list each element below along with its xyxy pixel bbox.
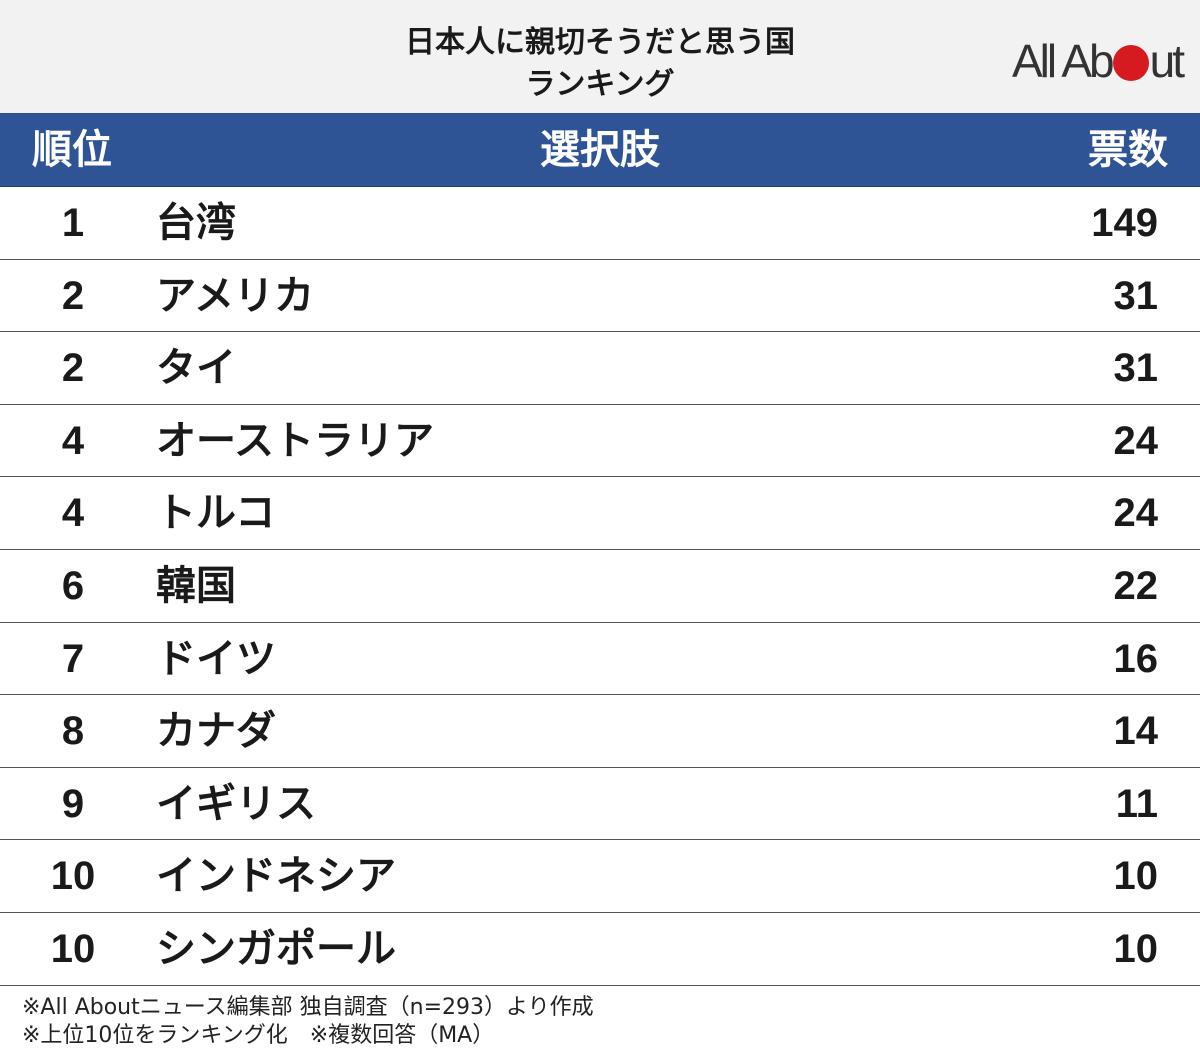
table-row: 2 タイ 31: [0, 332, 1200, 405]
footnote-method: ※上位10位をランキング化 ※複数回答（MA）: [22, 1023, 495, 1048]
table-row: 8 カナダ 14: [0, 695, 1200, 768]
votes-cell: 31: [1113, 273, 1159, 318]
votes-cell: 24: [1113, 491, 1159, 536]
table-row: 6 韓国 22: [0, 550, 1200, 623]
rank-cell: 10: [50, 854, 96, 899]
table-header: 選択肢 順位 票数: [0, 113, 1200, 187]
country-cell: 台湾: [156, 200, 236, 246]
country-cell: インドネシア: [156, 853, 396, 900]
table-row: 4 オーストラリア 24: [0, 405, 1200, 478]
country-cell: アメリカ: [156, 272, 314, 319]
rank-cell: 2: [61, 273, 85, 318]
rank-cell: 2: [61, 346, 85, 391]
rank-cell: 4: [61, 418, 85, 463]
country-cell: オーストラリア: [156, 417, 434, 464]
column-header-votes: 票数: [1088, 127, 1168, 173]
title-line-2: ランキング: [525, 67, 675, 102]
votes-cell: 10: [1113, 926, 1159, 971]
votes-cell: 149: [1091, 201, 1158, 245]
votes-cell: 14: [1113, 709, 1159, 754]
table-row: 1 台湾 149: [0, 187, 1200, 260]
rank-cell: 7: [61, 636, 85, 681]
table-row: 7 ドイツ 16: [0, 623, 1200, 696]
votes-cell: 11: [1115, 781, 1158, 826]
logo-red-dot: [1112, 45, 1149, 81]
rank-cell: 1: [61, 201, 85, 245]
country-cell: シンガポール: [156, 925, 396, 972]
column-header-choice: 選択肢: [540, 127, 660, 173]
rank-cell: 4: [61, 491, 85, 536]
table-row: 2 アメリカ 31: [0, 260, 1200, 333]
votes-cell: 22: [1113, 563, 1159, 608]
votes-cell: 16: [1113, 636, 1159, 681]
title-line-1: 日本人に親切そうだと思う国: [405, 25, 795, 60]
country-cell: ドイツ: [156, 635, 276, 682]
votes-cell: 24: [1113, 418, 1159, 463]
logo-text-left: All Ab: [1011, 35, 1115, 87]
allabout-logo: All Ab ut: [1011, 35, 1185, 87]
votes-cell: 10: [1113, 854, 1159, 899]
footnote-source: ※All Aboutニュース編集部 独自調査（n=293）より作成: [22, 995, 594, 1020]
country-cell: カナダ: [156, 708, 276, 755]
rank-cell: 8: [61, 709, 85, 754]
rank-cell: 9: [61, 781, 85, 826]
page-title: 日本人に親切そうだと思う国 ランキング: [0, 22, 1200, 106]
title-area: 日本人に親切そうだと思う国 ランキング All Ab ut: [0, 0, 1200, 113]
table-row: 4 トルコ 24: [0, 477, 1200, 550]
country-cell: 韓国: [156, 562, 236, 609]
country-cell: タイ: [156, 345, 236, 392]
column-header-rank: 順位: [32, 127, 112, 173]
rank-cell: 10: [50, 926, 96, 971]
votes-cell: 31: [1113, 346, 1159, 391]
table-row: 10 シンガポール 10: [0, 913, 1200, 986]
country-cell: イギリス: [156, 780, 316, 827]
footnotes: ※All Aboutニュース編集部 独自調査（n=293）より作成 ※上位10位…: [22, 994, 594, 1050]
table-row: 10 インドネシア 10: [0, 840, 1200, 913]
logo-text-right: ut: [1149, 35, 1185, 87]
rank-cell: 6: [61, 563, 85, 608]
country-cell: トルコ: [156, 490, 276, 537]
table-row: 9 イギリス 11: [0, 768, 1200, 841]
ranking-table: 1 台湾 149 2 アメリカ 31 2 タイ 31 4 オーストラリア 24 …: [0, 187, 1200, 986]
